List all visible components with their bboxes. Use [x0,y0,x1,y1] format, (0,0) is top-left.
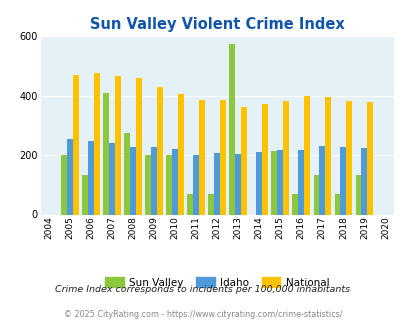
Legend: Sun Valley, Idaho, National: Sun Valley, Idaho, National [101,273,333,292]
Bar [73,75,79,214]
Title: Sun Valley Violent Crime Index: Sun Valley Violent Crime Index [90,17,344,32]
Bar [61,155,67,214]
Text: Crime Index corresponds to incidents per 100,000 inhabitants: Crime Index corresponds to incidents per… [55,285,350,294]
Bar [166,155,172,214]
Bar [178,94,183,214]
Bar [367,102,372,214]
Bar [241,107,247,214]
Bar [229,44,235,214]
Bar [151,147,157,214]
Bar [103,93,109,214]
Bar [193,154,198,214]
Bar [172,149,178,214]
Bar [198,100,205,214]
Bar [292,194,298,214]
Bar [220,100,226,214]
Bar [94,74,100,215]
Bar [319,146,324,214]
Bar [262,104,267,214]
Bar [157,87,162,214]
Bar [271,150,277,214]
Bar [355,175,360,214]
Bar [235,154,241,214]
Text: © 2025 CityRating.com - https://www.cityrating.com/crime-statistics/: © 2025 CityRating.com - https://www.city… [64,310,341,319]
Bar [334,194,339,214]
Bar [88,141,94,214]
Bar [187,194,193,214]
Bar [145,155,151,214]
Bar [214,153,220,215]
Bar [67,139,73,214]
Bar [256,151,262,214]
Bar [136,79,142,214]
Bar [277,150,283,214]
Bar [130,147,136,214]
Bar [283,101,288,214]
Bar [82,175,88,214]
Bar [124,133,130,214]
Bar [345,101,351,214]
Bar [324,97,330,214]
Bar [339,147,345,214]
Bar [298,150,303,214]
Bar [313,175,319,214]
Bar [360,148,367,214]
Bar [109,143,115,214]
Bar [115,76,121,214]
Bar [208,194,214,214]
Bar [303,96,309,214]
